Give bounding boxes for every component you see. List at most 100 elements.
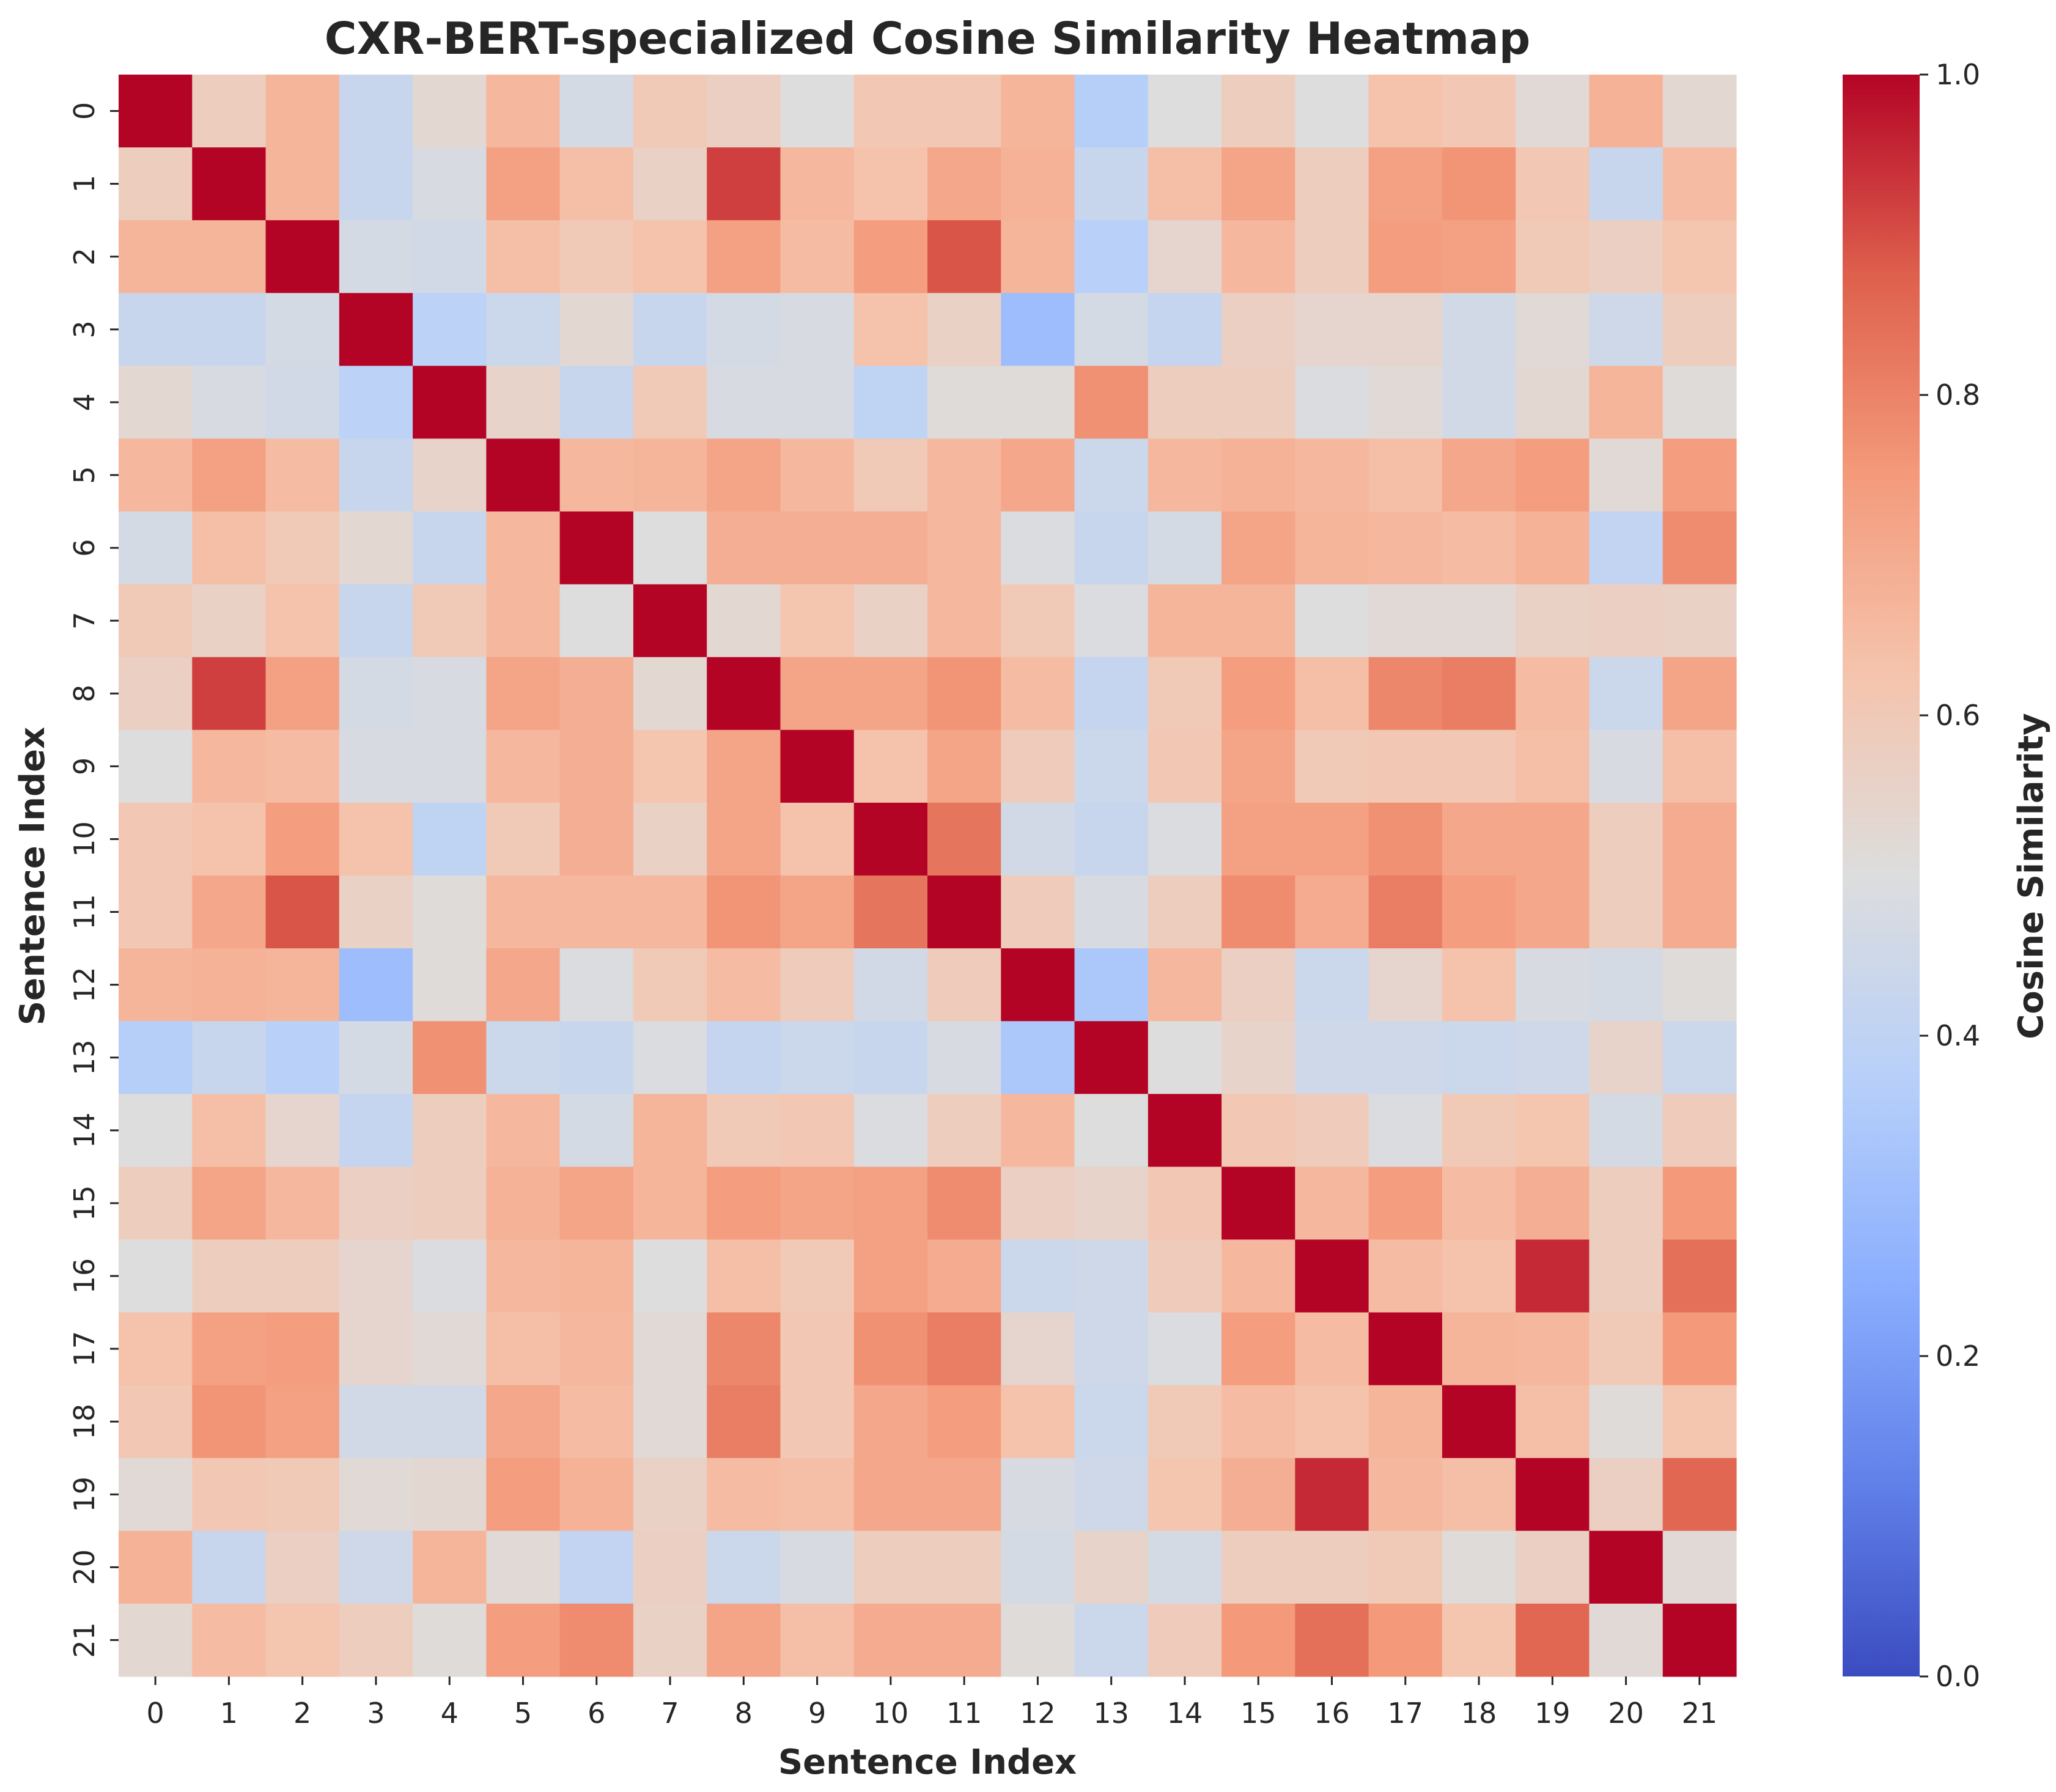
colorbar-ticks: 0.0 0.2 0.4 0.6 0.8 1.0 <box>1920 58 1980 1693</box>
heatmap-cell <box>1001 802 1075 876</box>
heatmap-cell <box>1001 366 1075 440</box>
heatmap-cell <box>780 438 855 512</box>
heatmap-cell <box>927 366 1001 440</box>
heatmap-cell <box>1516 948 1590 1022</box>
heatmap-cell <box>486 1530 561 1604</box>
heatmap-cell <box>633 1530 707 1604</box>
heatmap-cell <box>1662 438 1737 512</box>
heatmap-cell <box>1442 1458 1516 1532</box>
heatmap-cell <box>119 729 193 803</box>
heatmap-cell <box>1221 366 1295 440</box>
heatmap-cell <box>1221 1530 1295 1604</box>
heatmap-cell <box>1368 438 1443 512</box>
heatmap-cell <box>1368 1385 1443 1459</box>
heatmap-cell <box>633 1239 707 1313</box>
heatmap-cell <box>780 1167 855 1241</box>
heatmap-cell <box>1074 220 1149 293</box>
heatmap-cell <box>192 1312 267 1386</box>
heatmap-cell <box>339 876 413 949</box>
heatmap-cell <box>707 802 781 876</box>
heatmap-cell <box>707 729 781 803</box>
heatmap-cell <box>1221 511 1295 585</box>
heatmap-cell <box>707 1021 781 1094</box>
heatmap-cell <box>633 1458 707 1532</box>
heatmap-cell <box>633 511 707 585</box>
heatmap-cell <box>780 584 855 658</box>
y-tick-label: 18 <box>68 1404 101 1440</box>
heatmap-cell <box>1148 1312 1222 1386</box>
heatmap-cell <box>1001 1167 1075 1241</box>
heatmap-cell <box>486 729 561 803</box>
heatmap-cell <box>1148 1094 1222 1167</box>
heatmap-cell <box>707 220 781 293</box>
heatmap-cell <box>413 293 487 366</box>
heatmap-cell <box>1221 1458 1295 1532</box>
x-tick-label: 21 <box>1682 1697 1718 1730</box>
heatmap-cell <box>707 948 781 1022</box>
heatmap-cell <box>486 293 561 366</box>
heatmap-cell <box>1368 1239 1443 1313</box>
heatmap-cell <box>1662 802 1737 876</box>
heatmap-cell <box>1295 1530 1369 1604</box>
heatmap-cell <box>1589 366 1664 440</box>
heatmap-cell <box>559 1167 634 1241</box>
y-tick-label: 19 <box>68 1477 101 1513</box>
heatmap-cell <box>192 584 267 658</box>
heatmap-cell <box>192 948 267 1022</box>
heatmap-cell <box>119 366 193 440</box>
heatmap-cell <box>1221 75 1295 148</box>
heatmap-cell <box>853 511 928 585</box>
heatmap-cell <box>1148 876 1222 949</box>
heatmap-cell <box>192 876 267 949</box>
heatmap-cell <box>413 802 487 876</box>
heatmap-cell <box>559 802 634 876</box>
y-tick-label: 10 <box>68 821 101 857</box>
heatmap-cell <box>1221 802 1295 876</box>
heatmap-cell <box>1662 75 1737 148</box>
heatmap-cell <box>559 584 634 658</box>
heatmap-cell <box>853 438 928 512</box>
heatmap-cell <box>853 1530 928 1604</box>
heatmap-cell <box>559 366 634 440</box>
heatmap-cell <box>559 293 634 366</box>
heatmap-cell <box>1074 75 1149 148</box>
heatmap-cell <box>1589 802 1664 876</box>
heatmap-cell <box>1295 1094 1369 1167</box>
heatmap-cell <box>413 511 487 585</box>
heatmap-cell <box>1442 438 1516 512</box>
heatmap-cell <box>1442 1239 1516 1313</box>
heatmap-cell <box>119 1385 193 1459</box>
heatmap-cell <box>265 729 340 803</box>
heatmap-cell <box>192 1530 267 1604</box>
heatmap-cell <box>486 1167 561 1241</box>
heatmap-cell <box>1295 366 1369 440</box>
heatmap-cell <box>1516 802 1590 876</box>
heatmap-cell <box>707 1167 781 1241</box>
heatmap-cell <box>1295 1021 1369 1094</box>
heatmap-cell <box>1442 366 1516 440</box>
heatmap-cell <box>780 1458 855 1532</box>
heatmap-cell <box>1221 729 1295 803</box>
heatmap-cell <box>1589 293 1664 366</box>
heatmap-cell <box>927 1530 1001 1604</box>
heatmap-cell <box>1589 1167 1664 1241</box>
heatmap-cell <box>559 147 634 221</box>
heatmap-cell <box>853 1239 928 1313</box>
heatmap-cell <box>413 366 487 440</box>
heatmap-cell <box>1662 1458 1737 1532</box>
heatmap-cell <box>1516 657 1590 731</box>
heatmap-cell <box>119 584 193 658</box>
heatmap-cell <box>707 293 781 366</box>
heatmap-cell <box>927 876 1001 949</box>
heatmap-cell <box>559 1385 634 1459</box>
heatmap-cell <box>707 366 781 440</box>
heatmap-cell <box>192 729 267 803</box>
heatmap-cell <box>1148 1530 1222 1604</box>
heatmap-cell <box>707 1530 781 1604</box>
heatmap-cell <box>1589 75 1664 148</box>
heatmap-cell <box>707 147 781 221</box>
colorbar-tick-label: 0.2 <box>1936 1340 1980 1373</box>
heatmap-cell <box>1442 75 1516 148</box>
heatmap-cell <box>265 1458 340 1532</box>
heatmap-cell <box>1001 1603 1075 1677</box>
